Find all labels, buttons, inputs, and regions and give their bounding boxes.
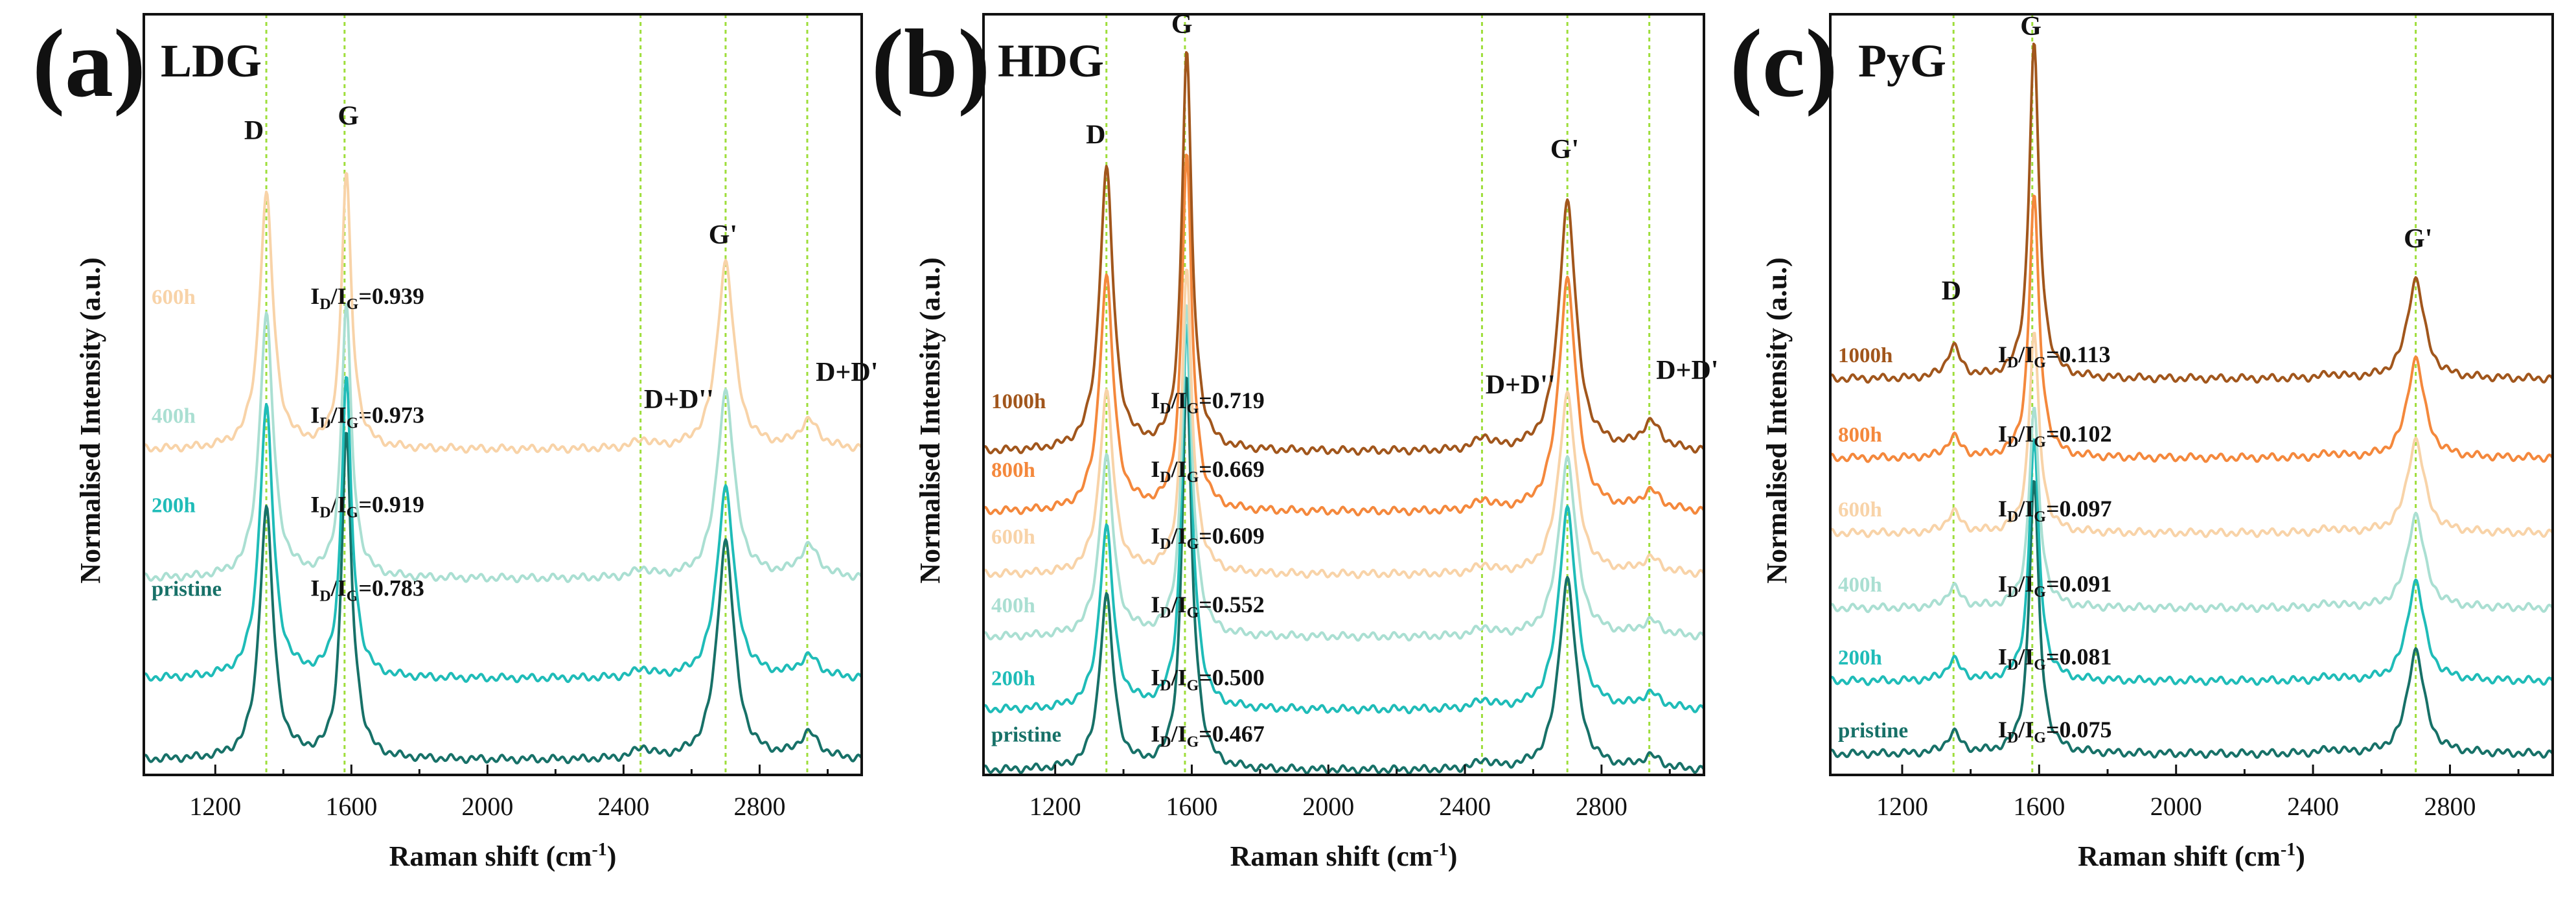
series-line-1000h (1829, 42, 2554, 384)
ratio-label-pristine: ID/IG=0.783 (310, 575, 424, 605)
x-tick-label: 2800 (733, 792, 785, 821)
ratio-label-600h: ID/IG=0.097 (1998, 496, 2112, 525)
ratio-label-200h: ID/IG=0.500 (1151, 665, 1265, 695)
x-tick-label: 2400 (2287, 792, 2339, 821)
panel-hdg: pristine ID/IG=0.467 200h ID/IG=0.500 400h ID… (871, 10, 1718, 872)
series-label-200h: 200h (991, 667, 1035, 691)
panel-pyg: pristine ID/IG=0.075 200h ID/IG=0.081 400h ID… (1730, 10, 2554, 872)
ratio-label-1000h: ID/IG=0.113 (1998, 341, 2111, 371)
series-label-600h: 600h (152, 286, 196, 309)
ratio-label-pristine: ID/IG=0.467 (1151, 721, 1265, 751)
series-label-400h: 400h (991, 594, 1035, 617)
y-axis-title: Normalised Intensity (a.u.) (914, 257, 946, 584)
series-label-1000h: 1000h (991, 390, 1046, 413)
series-line-pristine (982, 376, 1705, 775)
ratio-label-400h: ID/IG=0.091 (1998, 571, 2112, 601)
peak-label: D (244, 116, 264, 146)
peak-label: G (2020, 12, 2041, 41)
x-tick-label: 1200 (1876, 792, 1928, 821)
series-label-800h: 800h (1838, 423, 1882, 446)
plot-frame (1829, 13, 2554, 776)
series-line-pristine (1829, 480, 2554, 759)
ratio-label-400h: ID/IG=0.552 (1151, 592, 1265, 621)
series-label-pristine: pristine (1838, 719, 1908, 743)
x-axis-title: Raman shift (cm-1) (1230, 840, 1458, 872)
peak-label: D+D'' (644, 385, 714, 415)
series-label-pristine: pristine (152, 577, 222, 601)
series-label-800h: 800h (991, 459, 1035, 482)
ratio-label-600h: ID/IG=0.939 (310, 283, 424, 313)
panel-letter: (a) (32, 10, 146, 117)
series-line-200h (982, 323, 1705, 715)
x-tick-label: 1200 (1029, 792, 1081, 821)
series-label-400h: 400h (1838, 573, 1882, 597)
series-line-pristine (143, 432, 863, 765)
x-tick-label: 2000 (2150, 792, 2202, 821)
series-line-400h (982, 304, 1705, 642)
series-label-400h: 400h (152, 404, 196, 428)
x-tick-label: 2800 (2424, 792, 2476, 821)
series-line-800h (1829, 194, 2554, 463)
panel-ldg: pristine ID/IG=0.783 200h ID/IG=0.919 400h ID… (32, 10, 878, 872)
panel-letter: (b) (871, 10, 990, 117)
ratio-label-200h: ID/IG=0.919 (310, 492, 424, 522)
peak-label: G (338, 101, 359, 131)
series-line-600h (982, 268, 1705, 579)
plot-frame (982, 13, 1705, 776)
ratio-label-800h: ID/IG=0.102 (1998, 421, 2112, 450)
series-label-200h: 200h (1838, 647, 1882, 670)
panel-title: HDG (998, 35, 1104, 87)
ratio-label-pristine: ID/IG=0.075 (1998, 717, 2112, 746)
y-axis-title: Normalised Intensity (a.u.) (75, 257, 106, 584)
series-line-200h (143, 376, 863, 684)
series-line-400h (143, 303, 863, 584)
panel-title: LDG (161, 35, 262, 87)
plot-frame (143, 13, 863, 776)
x-axis-title: Raman shift (cm-1) (2078, 840, 2305, 872)
peak-label: D (1942, 277, 1961, 306)
ratio-label-200h: ID/IG=0.081 (1998, 644, 2112, 674)
x-tick-label: 2800 (1576, 792, 1627, 821)
y-axis-title: Normalised Intensity (a.u.) (1761, 257, 1793, 584)
series-label-600h: 600h (1838, 498, 1882, 522)
series-label-pristine: pristine (991, 724, 1061, 747)
peak-label: G' (1550, 135, 1579, 165)
ratio-label-600h: ID/IG=0.609 (1151, 523, 1265, 553)
series-line-200h (1829, 438, 2554, 686)
x-tick-label: 1600 (1166, 792, 1217, 821)
x-axis-title: Raman shift (cm-1) (389, 840, 617, 872)
x-tick-label: 2000 (461, 792, 513, 821)
x-tick-label: 2400 (597, 792, 649, 821)
series-line-1000h (982, 51, 1705, 456)
series-label-200h: 200h (152, 494, 196, 518)
series-line-400h (1829, 406, 2554, 614)
ratio-label-800h: ID/IG=0.669 (1151, 456, 1265, 486)
x-tick-label: 1600 (325, 792, 377, 821)
peak-label: D+D' (1656, 356, 1718, 386)
peak-label: G' (709, 220, 737, 250)
panel-title: PyG (1858, 35, 1946, 87)
peak-label: D (1086, 120, 1105, 150)
x-tick-label: 1600 (2013, 792, 2065, 821)
peak-label: D+D' (816, 358, 878, 387)
series-line-800h (982, 154, 1705, 516)
x-tick-label: 2400 (1439, 792, 1491, 821)
ratio-label-1000h: ID/IG=0.719 (1151, 387, 1265, 417)
panel-letter: (c) (1730, 10, 1837, 117)
series-label-600h: 600h (991, 525, 1035, 549)
x-tick-label: 1200 (189, 792, 241, 821)
series-label-1000h: 1000h (1838, 344, 1892, 367)
series-line-600h (1829, 332, 2554, 538)
x-tick-label: 2000 (1302, 792, 1354, 821)
peak-label: D+D'' (1486, 370, 1556, 400)
series-line-600h (143, 172, 863, 454)
peak-label: G' (2404, 224, 2432, 254)
